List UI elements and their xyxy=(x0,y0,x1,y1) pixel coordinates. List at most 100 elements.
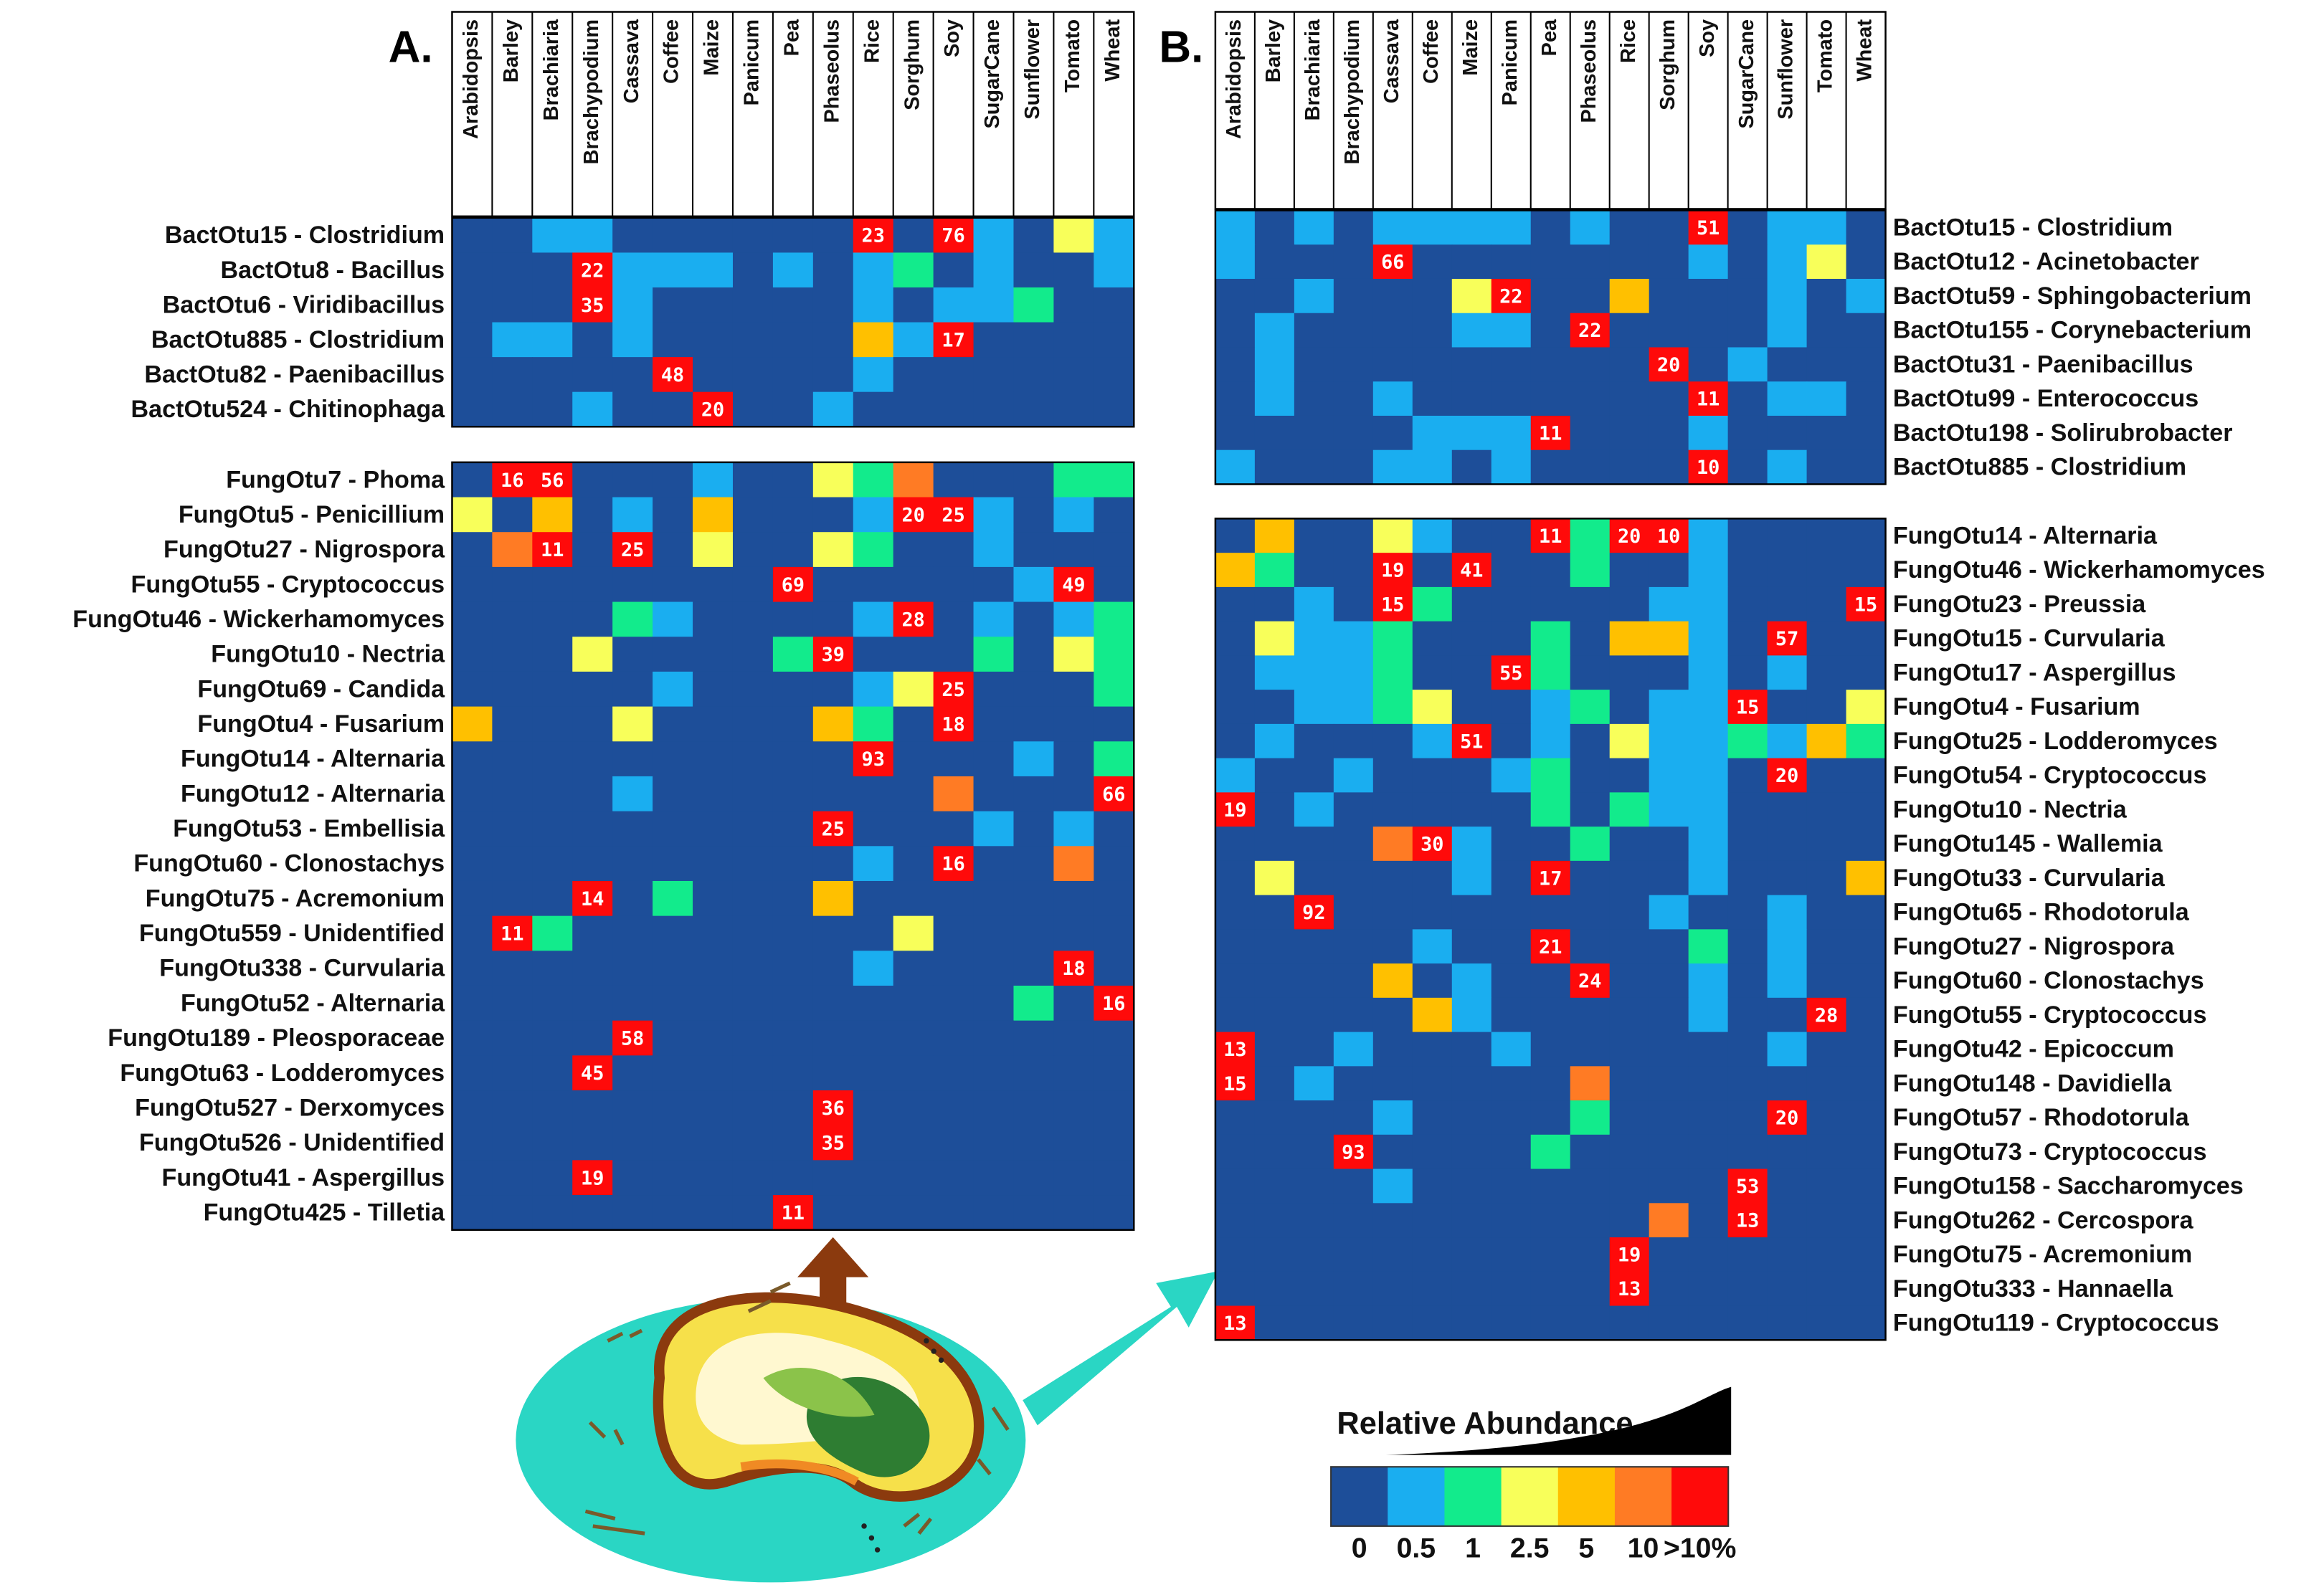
heatmap-cell xyxy=(1013,985,1055,1022)
heatmap-cell xyxy=(1333,1134,1374,1170)
column-label: Brachiaria xyxy=(1301,19,1324,120)
cell-value: 25 xyxy=(621,539,644,561)
heatmap-cell xyxy=(1372,381,1413,416)
heatmap-cell xyxy=(933,741,974,777)
heatmap-cell xyxy=(1688,415,1729,451)
heatmap-cell xyxy=(1412,1100,1453,1135)
heatmap-cell xyxy=(1491,381,1532,416)
heatmap-cell xyxy=(1094,1055,1134,1091)
heatmap-cell xyxy=(1412,621,1453,657)
heatmap-cell xyxy=(1094,322,1134,358)
heatmap-cell xyxy=(1294,586,1334,622)
heatmap-cell xyxy=(1806,792,1847,827)
heatmap-cell xyxy=(612,1195,653,1231)
heatmap-cell xyxy=(1491,415,1532,451)
heatmap-cell xyxy=(1767,313,1808,348)
heatmap-cell xyxy=(1333,1237,1374,1272)
heatmap-cell xyxy=(1215,655,1256,690)
heatmap-cell xyxy=(1727,1032,1768,1067)
heatmap-cell xyxy=(1372,244,1413,280)
row-label: FungOtu4 - Fusarium xyxy=(1893,693,2140,720)
row-label: FungOtu333 - Hannaella xyxy=(1893,1275,2173,1303)
row-label: FungOtu338 - Curvularia xyxy=(159,955,445,982)
heatmap-cell xyxy=(1846,1305,1887,1341)
heatmap-cell xyxy=(732,1090,774,1126)
heatmap-cell xyxy=(492,217,533,254)
row-label: FungOtu25 - Lodderomyces xyxy=(1893,728,2218,755)
heatmap-cell xyxy=(893,532,934,568)
cell-value: 93 xyxy=(1342,1141,1365,1163)
heatmap-cell xyxy=(452,706,493,742)
heatmap-cell xyxy=(1727,1305,1768,1341)
heatmap-cell xyxy=(1412,244,1453,280)
cell-value: 36 xyxy=(822,1098,845,1120)
heatmap-cell xyxy=(772,252,814,288)
heatmap-cell xyxy=(732,741,774,777)
heatmap-cell xyxy=(653,287,693,323)
heatmap-cell xyxy=(1727,1134,1768,1170)
heatmap-cell xyxy=(772,462,814,498)
heatmap-cell xyxy=(812,497,854,533)
heatmap-cell xyxy=(653,985,693,1022)
heatmap-cell xyxy=(732,357,774,393)
heatmap-cell xyxy=(1767,860,1808,896)
heatmap-cell xyxy=(1013,1160,1055,1196)
heatmap-cell xyxy=(1294,1305,1334,1341)
heatmap-cell xyxy=(1649,758,1689,793)
heatmap-cell xyxy=(492,776,533,812)
heatmap-cell xyxy=(1053,1195,1094,1231)
cell-value: 16 xyxy=(501,470,523,492)
column-header-box xyxy=(1214,11,1887,210)
heatmap-cell xyxy=(1094,1195,1134,1231)
heatmap-cell xyxy=(1688,860,1729,896)
heatmap-cell xyxy=(452,1020,493,1056)
heatmap-cell xyxy=(1806,1203,1847,1238)
heatmap-cell xyxy=(1727,997,1768,1033)
heatmap-cell xyxy=(1451,1168,1492,1204)
cell-value: 22 xyxy=(581,260,604,282)
heatmap-cell xyxy=(612,532,653,568)
heatmap-cell xyxy=(1333,1100,1374,1135)
heatmap-cell xyxy=(1294,1134,1334,1170)
cotyledon xyxy=(763,1367,875,1417)
row-label: FungOtu425 - Tilletia xyxy=(204,1199,446,1226)
column-label: Cassava xyxy=(620,19,643,103)
heatmap-cell xyxy=(532,1090,573,1126)
heatmap-cell xyxy=(572,391,613,427)
column-label: Maize xyxy=(1459,19,1482,76)
heatmap-cell xyxy=(653,741,693,777)
heatmap-cell xyxy=(653,915,693,951)
cell-value: 25 xyxy=(942,504,964,526)
column-label: Barley xyxy=(500,19,523,82)
heatmap-cell xyxy=(1649,690,1689,725)
heatmap-cell xyxy=(853,706,894,742)
heatmap-cell xyxy=(772,1160,814,1196)
heatmap-cell xyxy=(732,637,774,672)
heatmap-cell xyxy=(572,566,613,603)
heatmap-cell xyxy=(1333,655,1374,690)
heatmap-cell xyxy=(1530,621,1571,657)
heatmap-cell xyxy=(1451,1066,1492,1101)
heatmap-cell xyxy=(452,601,493,637)
heatmap-cell xyxy=(1767,827,1808,862)
heatmap-cell xyxy=(973,1195,1015,1231)
heatmap-cell xyxy=(1215,792,1256,827)
heatmap-cell xyxy=(532,985,573,1022)
heatmap-cell xyxy=(1451,827,1492,862)
heatmap-cell xyxy=(1846,827,1887,862)
heatmap-cell xyxy=(1806,415,1847,451)
cell-value: 17 xyxy=(1539,867,1562,890)
heatmap-cell xyxy=(1013,706,1055,742)
heatmap-cell xyxy=(1333,347,1374,382)
heatmap-cell xyxy=(812,741,854,777)
heatmap-cell xyxy=(1727,553,1768,588)
heatmap-cell xyxy=(1013,217,1055,254)
heatmap-cell xyxy=(1649,210,1689,245)
heatmap-cell xyxy=(1530,963,1571,999)
heatmap-cell xyxy=(1530,586,1571,622)
cell-value: 30 xyxy=(1421,834,1443,856)
heatmap-panel: A. Arabidopsis Barley Brachiaria Brachypodiu… xyxy=(72,11,1135,1231)
column-label: Soy xyxy=(941,19,964,57)
heatmap-cell xyxy=(1530,997,1571,1033)
heatmap-cell xyxy=(572,1195,613,1231)
